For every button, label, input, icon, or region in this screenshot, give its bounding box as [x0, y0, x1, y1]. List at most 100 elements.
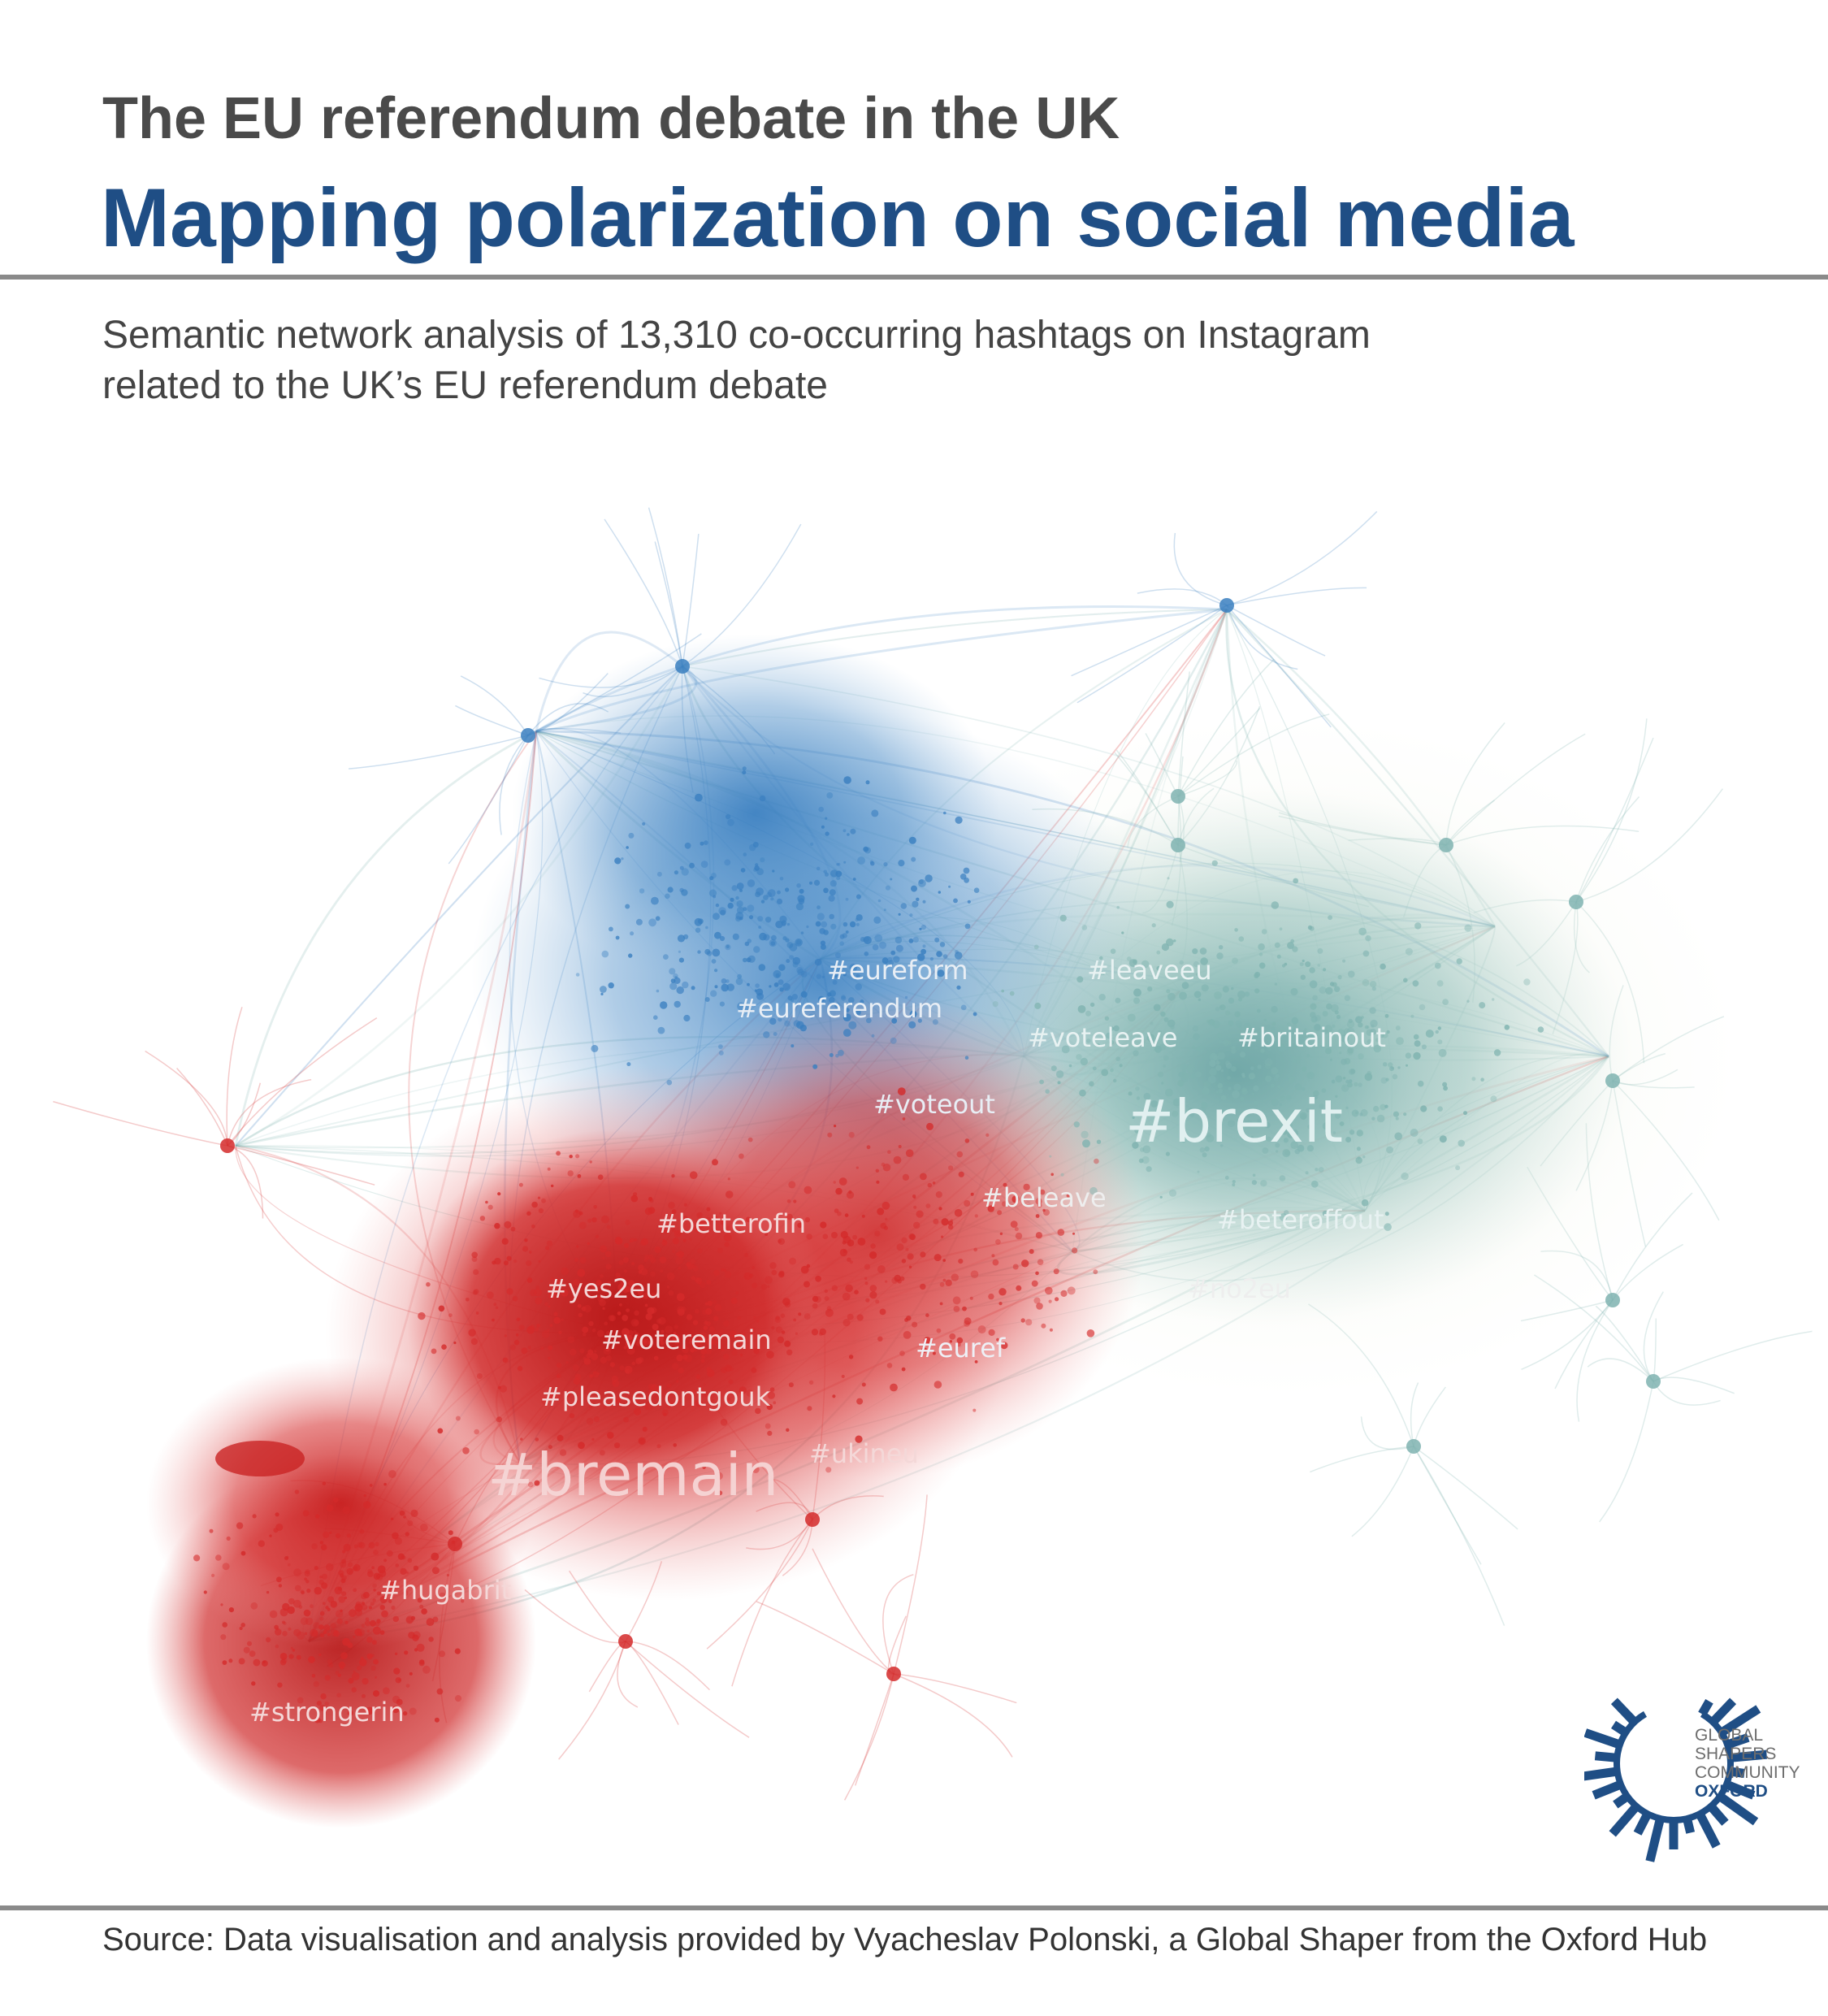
- network-node: [1085, 1038, 1091, 1043]
- network-node: [1319, 1103, 1324, 1109]
- network-node: [788, 1382, 794, 1388]
- network-node: [468, 1329, 476, 1337]
- network-node: [769, 1017, 777, 1025]
- network-edge: [812, 1548, 895, 1675]
- network-node: [243, 1646, 250, 1654]
- network-edge: [524, 1589, 626, 1644]
- network-node: [1200, 1112, 1206, 1119]
- network-node: [1110, 1068, 1114, 1073]
- network-node: [864, 952, 869, 956]
- network-node: [901, 1259, 907, 1264]
- network-node: [1259, 1029, 1267, 1036]
- network-edge: [499, 735, 529, 835]
- network-node: [912, 900, 919, 908]
- network-node: [883, 862, 888, 867]
- network-node: [1373, 1044, 1382, 1053]
- network-node: [644, 1207, 653, 1216]
- network-node: [743, 957, 747, 963]
- network-node: [335, 1610, 344, 1618]
- network-node: [1323, 968, 1327, 972]
- network-node: [512, 1295, 518, 1302]
- network-node: [992, 1259, 999, 1266]
- network-node: [475, 1311, 479, 1315]
- network-edge: [1653, 1381, 1721, 1406]
- network-node: [721, 983, 729, 992]
- network-node: [1394, 1132, 1402, 1141]
- network-node: [870, 861, 875, 866]
- network-node: [1238, 936, 1245, 942]
- network-edge: [1576, 1299, 1614, 1422]
- network-node: [1215, 1060, 1220, 1065]
- network-node: [777, 1336, 784, 1344]
- network-node: [1035, 1198, 1042, 1205]
- network-node: [340, 1573, 344, 1578]
- network-node: [913, 1221, 920, 1229]
- network-node: [710, 990, 717, 997]
- network-node: [954, 1208, 963, 1217]
- network-node: [1302, 1066, 1306, 1072]
- logo-ring-segment: [1584, 1767, 1618, 1781]
- network-node: [714, 969, 718, 973]
- network-node: [782, 982, 791, 991]
- network-node: [825, 817, 828, 820]
- network-node: [753, 946, 760, 953]
- network-node: [767, 1430, 773, 1436]
- network-node: [912, 1194, 916, 1199]
- network-node: [253, 1658, 261, 1667]
- network-node: [340, 1609, 343, 1613]
- network-node: [1139, 1147, 1145, 1152]
- network-node: [1042, 1208, 1046, 1212]
- network-node: [1115, 1056, 1120, 1061]
- network-node: [392, 1532, 399, 1540]
- network-node: [712, 1299, 717, 1305]
- network-node: [891, 1017, 898, 1024]
- network-node: [785, 887, 790, 892]
- network-node: [865, 1298, 870, 1303]
- network-node: [381, 1610, 388, 1618]
- subtitle: Semantic network analysis of 13,310 co-o…: [102, 310, 1646, 411]
- network-node: [636, 1336, 643, 1343]
- network-node: [829, 990, 836, 997]
- network-node: [1335, 1112, 1341, 1119]
- network-edge: [756, 1601, 895, 1675]
- network-node: [402, 1710, 408, 1716]
- network-node: [864, 1281, 869, 1285]
- network-node: [804, 1216, 811, 1223]
- network-node: [413, 1565, 419, 1572]
- network-node: [1322, 1210, 1328, 1216]
- network-node: [651, 1292, 656, 1297]
- network-node: [1392, 1073, 1398, 1080]
- network-node: [1334, 986, 1341, 993]
- network-node: [745, 1216, 752, 1223]
- network-node: [679, 865, 684, 870]
- network-node: [929, 957, 933, 961]
- network-node: [1182, 1073, 1189, 1080]
- logo-ring-segment: [1717, 1793, 1759, 1826]
- network-node: [544, 1302, 548, 1307]
- network-node: [265, 1637, 271, 1643]
- network-node: [1328, 915, 1332, 921]
- network-node: [677, 1308, 685, 1316]
- network-node: [583, 1304, 591, 1313]
- network-node: [939, 1302, 943, 1306]
- network-node: [798, 1312, 802, 1316]
- network-node: [1055, 1297, 1059, 1302]
- network-node: [630, 1319, 639, 1327]
- network-node: [901, 1237, 908, 1244]
- network-node: [630, 1194, 639, 1203]
- network-node: [1156, 965, 1162, 972]
- network-node: [319, 1575, 323, 1579]
- network-node: [593, 1416, 600, 1423]
- network-node: [558, 1330, 562, 1335]
- network-node: [556, 1363, 562, 1368]
- network-node: [614, 1442, 621, 1449]
- network-node: [288, 1563, 291, 1567]
- logo-line-3: COMMUNITY: [1695, 1763, 1800, 1782]
- network-node: [668, 1290, 674, 1296]
- network-edge: [1410, 1382, 1419, 1447]
- network-node: [1237, 991, 1245, 999]
- network-node: [303, 1609, 311, 1617]
- network-node: [682, 1238, 687, 1242]
- network-node: [676, 986, 684, 995]
- network-node: [1224, 1175, 1229, 1180]
